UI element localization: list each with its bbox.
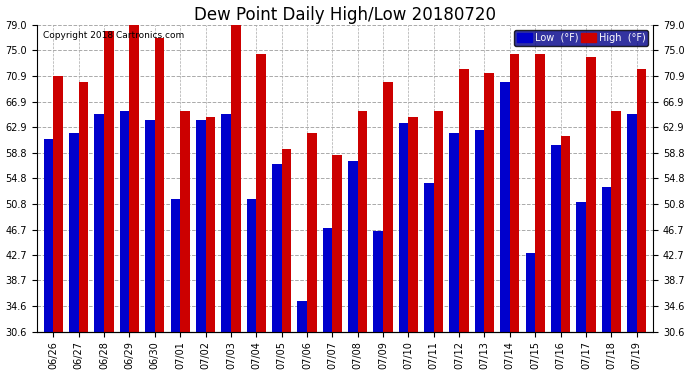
- Bar: [459, 69, 469, 332]
- Bar: [484, 73, 494, 332]
- Bar: [602, 187, 611, 332]
- Bar: [206, 117, 215, 332]
- Bar: [383, 82, 393, 332]
- Bar: [43, 139, 53, 332]
- Bar: [145, 120, 155, 332]
- Bar: [627, 114, 637, 332]
- Bar: [170, 200, 180, 332]
- Bar: [560, 136, 570, 332]
- Bar: [586, 57, 595, 332]
- Bar: [526, 253, 535, 332]
- Bar: [104, 32, 114, 332]
- Bar: [95, 114, 104, 332]
- Bar: [79, 82, 88, 332]
- Bar: [408, 117, 418, 332]
- Bar: [69, 133, 79, 332]
- Bar: [323, 228, 333, 332]
- Bar: [434, 111, 444, 332]
- Bar: [475, 130, 484, 332]
- Bar: [130, 22, 139, 332]
- Bar: [297, 301, 307, 332]
- Bar: [611, 111, 621, 332]
- Bar: [424, 183, 434, 332]
- Bar: [256, 54, 266, 332]
- Bar: [272, 165, 282, 332]
- Bar: [551, 146, 560, 332]
- Bar: [246, 200, 256, 332]
- Bar: [357, 111, 367, 332]
- Bar: [231, 19, 241, 332]
- Bar: [348, 161, 357, 332]
- Bar: [333, 155, 342, 332]
- Bar: [180, 111, 190, 332]
- Bar: [449, 133, 459, 332]
- Text: Copyright 2018 Cartronics.com: Copyright 2018 Cartronics.com: [43, 31, 184, 40]
- Bar: [399, 123, 408, 332]
- Bar: [307, 133, 317, 332]
- Bar: [535, 54, 545, 332]
- Bar: [637, 69, 647, 332]
- Bar: [373, 231, 383, 332]
- Legend: Low  (°F), High  (°F): Low (°F), High (°F): [514, 30, 648, 46]
- Bar: [500, 82, 510, 332]
- Bar: [510, 54, 520, 332]
- Bar: [120, 111, 130, 332]
- Title: Dew Point Daily High/Low 20180720: Dew Point Daily High/Low 20180720: [194, 6, 496, 24]
- Bar: [196, 120, 206, 332]
- Bar: [282, 148, 291, 332]
- Bar: [155, 38, 164, 332]
- Bar: [221, 114, 231, 332]
- Bar: [576, 202, 586, 332]
- Bar: [53, 76, 63, 332]
